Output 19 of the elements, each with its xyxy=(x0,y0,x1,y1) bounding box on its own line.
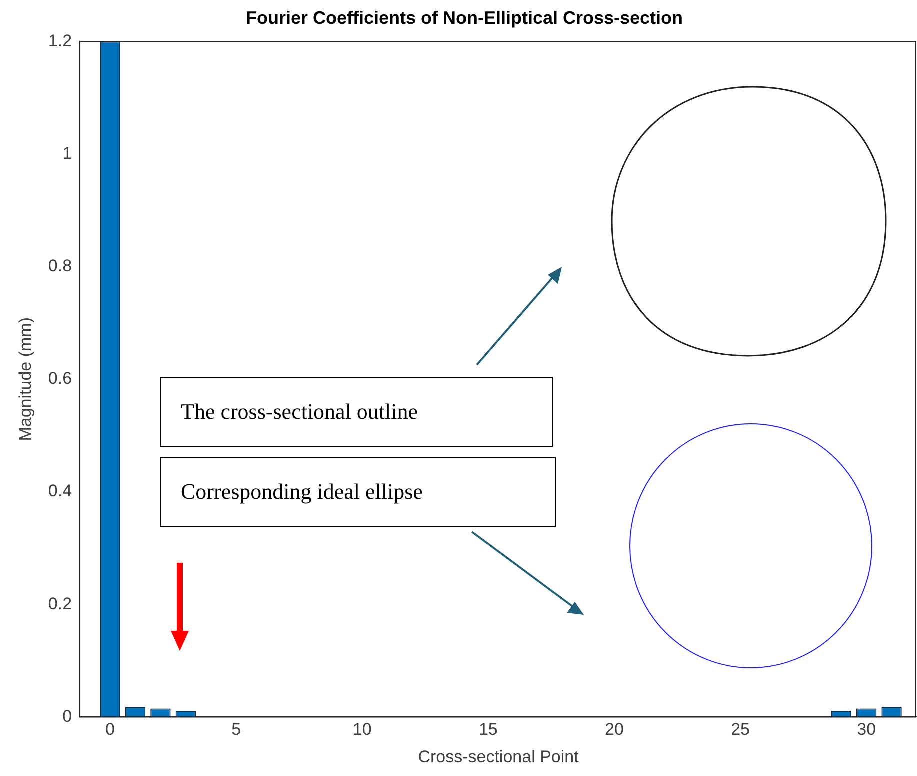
y-tick-label: 0.6 xyxy=(48,369,72,388)
x-tick-label: 25 xyxy=(731,720,750,740)
y-axis-title: Magnitude (mm) xyxy=(16,318,35,442)
x-tick-label: 5 xyxy=(232,720,242,740)
y-tick-label: 1.2 xyxy=(48,31,72,50)
x-axis-title: Cross-sectional Point xyxy=(418,747,580,766)
x-tick-label: 10 xyxy=(352,720,372,740)
x-tick-label: 0 xyxy=(106,720,116,740)
y-tick-label: 0.4 xyxy=(48,482,72,501)
x-tick-label: 30 xyxy=(857,720,876,740)
y-tick-label: 1 xyxy=(62,144,72,163)
x-tick-label: 20 xyxy=(605,720,624,740)
x-tick-label: 15 xyxy=(478,720,498,740)
chart-title: Fourier Coefficients of Non-Elliptical Cross-section xyxy=(246,8,684,28)
y-tick-label: 0 xyxy=(62,706,72,726)
text-box: The cross-sectional outline xyxy=(160,377,553,447)
text-box: Corresponding ideal ellipse xyxy=(160,457,556,527)
y-tick-label: 0.2 xyxy=(48,594,72,614)
y-tick-label: 0.8 xyxy=(48,256,72,276)
